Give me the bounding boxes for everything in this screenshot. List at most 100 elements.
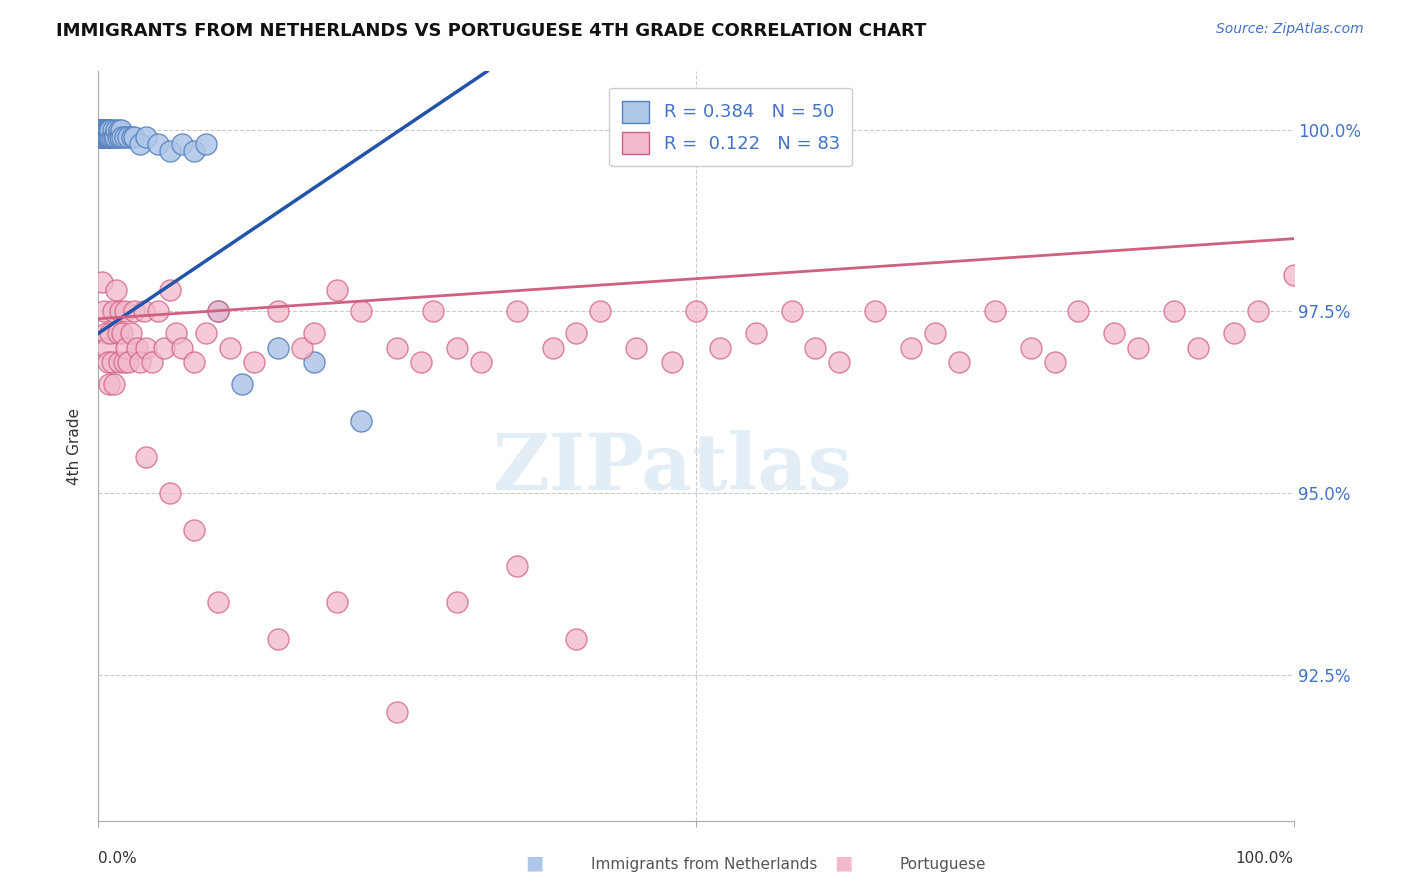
Point	[100, 355, 122, 369]
Point	[1247, 304, 1270, 318]
Point	[117, 129, 139, 144]
Point	[135, 450, 157, 464]
Point	[91, 129, 114, 144]
Point	[984, 304, 1007, 318]
Point	[105, 122, 128, 136]
Point	[709, 341, 731, 355]
Point	[207, 304, 229, 318]
Point	[124, 129, 146, 144]
Point	[110, 122, 132, 136]
Point	[90, 122, 112, 136]
Point	[207, 595, 229, 609]
Point	[267, 632, 290, 646]
Text: Portuguese: Portuguese	[900, 857, 987, 872]
Point	[93, 304, 115, 318]
Point	[165, 326, 187, 341]
Point	[108, 304, 131, 318]
Point	[104, 129, 127, 144]
Point	[148, 304, 170, 318]
Point	[1019, 341, 1042, 355]
Point	[114, 304, 136, 318]
Point	[90, 129, 112, 144]
Point	[506, 559, 529, 574]
Text: 100.0%: 100.0%	[1236, 851, 1294, 865]
Point	[105, 283, 128, 297]
Point	[114, 129, 136, 144]
Point	[103, 129, 125, 144]
Point	[93, 122, 115, 136]
Point	[94, 122, 117, 136]
Point	[91, 122, 114, 136]
Point	[326, 595, 349, 609]
Point	[804, 341, 827, 355]
Point	[385, 341, 409, 355]
Point	[93, 122, 115, 136]
Point	[91, 122, 114, 136]
Legend: R = 0.384   N = 50, R =  0.122   N = 83: R = 0.384 N = 50, R = 0.122 N = 83	[609, 88, 852, 166]
Point	[350, 413, 373, 427]
Point	[172, 341, 194, 355]
Point	[98, 377, 121, 392]
Point	[207, 304, 229, 318]
Point	[101, 122, 124, 136]
Point	[159, 486, 181, 500]
Point	[291, 341, 314, 355]
Text: Source: ZipAtlas.com: Source: ZipAtlas.com	[1216, 22, 1364, 37]
Point	[153, 341, 176, 355]
Point	[125, 341, 148, 355]
Point	[135, 129, 157, 144]
Point	[411, 355, 433, 369]
Point	[302, 326, 325, 341]
Point	[97, 355, 120, 369]
Point	[446, 341, 468, 355]
Point	[96, 129, 118, 144]
Point	[1223, 326, 1246, 341]
Point	[195, 326, 218, 341]
Point	[267, 304, 290, 318]
Point	[98, 129, 122, 144]
Point	[115, 341, 138, 355]
Point	[470, 355, 492, 369]
Point	[159, 145, 181, 159]
Point	[565, 632, 588, 646]
Point	[93, 129, 115, 144]
Point	[132, 304, 155, 318]
Point	[183, 355, 205, 369]
Point	[91, 122, 114, 136]
Point	[129, 137, 152, 152]
Point	[267, 341, 290, 355]
Point	[96, 122, 118, 136]
Point	[107, 355, 129, 369]
Point	[446, 595, 468, 609]
Point	[183, 523, 205, 537]
Point	[107, 326, 129, 341]
Point	[195, 137, 218, 152]
Point	[1163, 304, 1185, 318]
Point	[91, 276, 114, 290]
Point	[107, 129, 129, 144]
Point	[101, 304, 124, 318]
Text: ZIPatlas: ZIPatlas	[492, 431, 852, 507]
Point	[1067, 304, 1090, 318]
Point	[865, 304, 887, 318]
Point	[98, 326, 122, 341]
Point	[91, 122, 114, 136]
Point	[96, 341, 118, 355]
Point	[159, 283, 181, 297]
Point	[94, 326, 117, 341]
Point	[541, 341, 564, 355]
Text: Immigrants from Netherlands: Immigrants from Netherlands	[591, 857, 817, 872]
Y-axis label: 4th Grade: 4th Grade	[67, 408, 83, 484]
Point	[924, 326, 946, 341]
Point	[117, 355, 139, 369]
Point	[121, 129, 143, 144]
Point	[141, 355, 163, 369]
Text: IMMIGRANTS FROM NETHERLANDS VS PORTUGUESE 4TH GRADE CORRELATION CHART: IMMIGRANTS FROM NETHERLANDS VS PORTUGUES…	[56, 22, 927, 40]
Point	[98, 122, 121, 136]
Point	[91, 129, 114, 144]
Point	[111, 326, 134, 341]
Point	[565, 326, 588, 341]
Point	[326, 283, 349, 297]
Point	[103, 377, 125, 392]
Point	[685, 304, 707, 318]
